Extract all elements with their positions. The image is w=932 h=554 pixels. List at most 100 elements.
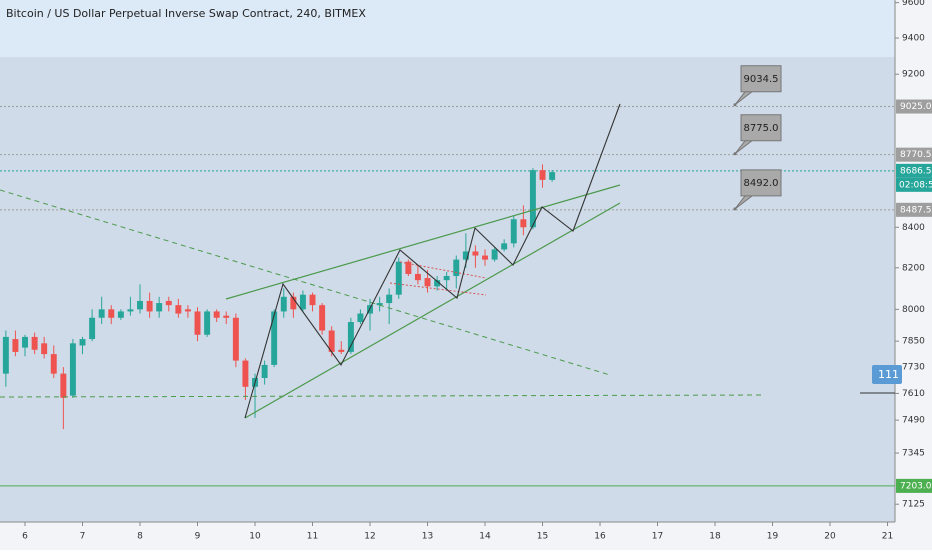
callout-label: 8492.0 [744,178,779,189]
candle-body [491,249,498,260]
candle-body [184,309,191,312]
y-tick-label: 7345 [902,449,925,459]
candle-body [204,311,211,335]
y-tick-label: 8200 [902,263,925,273]
candle-body [156,303,163,312]
candle-body [347,322,354,352]
candle-body [213,311,220,318]
candle-body [510,219,517,244]
y-tick-label: 8400 [902,223,925,233]
candle-body [434,280,441,287]
candle-body [117,311,124,318]
candle-body [69,343,76,396]
candle-body [482,255,488,260]
candle-body [462,251,469,260]
dashed-trendline [0,189,611,376]
price-badge [896,99,932,114]
y-axis-panel [895,0,932,550]
candle-body [2,336,9,374]
price-badge [896,202,932,217]
wedge-top [225,184,621,300]
price-badge-label: 8686.5 [900,166,932,176]
x-tick-label: 15 [537,532,548,542]
wedge-bottom [244,202,621,419]
y-tick-label: 9600 [902,0,925,8]
countdown-badge [896,177,932,192]
side-badge: 111 [872,365,902,384]
candle-body [501,243,508,250]
countdown: 02:08:52 [899,180,932,190]
x-tick-label: 20 [824,532,836,542]
candle-body [539,170,546,180]
candle-body [60,373,67,398]
candle-body [290,296,297,310]
chart-title: Bitcoin / US Dollar Perpetual Inverse Sw… [6,7,366,20]
x-tick-label: 19 [767,532,779,542]
candle-body [242,360,249,387]
candle-body [309,294,316,306]
x-tick-label: 8 [137,532,143,542]
candle-body [108,309,115,318]
candle-body [472,251,479,256]
price-badge [896,478,932,493]
candle-body [31,336,38,350]
x-tick-label: 17 [652,532,663,542]
candle-body [12,339,19,352]
candle-body [405,261,412,274]
candle-body [453,259,460,277]
price-badge [896,163,932,178]
candle-body [529,170,536,228]
x-axis-panel [0,522,895,550]
y-tick-label: 7125 [902,500,925,510]
candle-body [357,313,364,323]
candle-body [50,354,57,374]
x-tick-label: 10 [249,532,261,542]
candle-body [261,364,268,379]
candle-body [520,219,527,228]
candle-body [127,309,134,312]
x-tick-label: 21 [882,532,893,542]
candle-body [41,343,48,355]
y-tick-label: 9200 [902,70,925,80]
candle-body [223,315,230,318]
y-tick-label: 9400 [902,34,925,44]
candle-body [79,339,86,346]
candle-body [280,296,287,312]
candle-body [146,300,153,312]
candle-body [22,336,28,348]
callout-anchor [733,152,737,156]
callout-label: 9034.5 [744,74,779,85]
candle-body [175,305,182,314]
candle-body [299,294,306,310]
y-tick-label: 7490 [902,416,925,426]
candle-body [443,276,450,281]
price-badge-label: 8770.5 [900,150,932,160]
header-band [0,0,895,57]
y-tick-label: 8000 [902,305,925,315]
x-tick-label: 7 [80,532,86,542]
y-tick-label: 7610 [902,389,925,399]
candle-body [319,305,326,331]
x-tick-label: 18 [709,532,721,542]
callout-anchor [733,103,737,107]
x-tick-label: 13 [422,532,433,542]
flag-bottom [389,282,487,296]
candle-body [395,261,402,295]
zigzag [244,103,621,419]
candle-body [328,330,335,352]
candle-body [414,273,421,281]
drawings [0,103,895,419]
callout-label: 8775.0 [744,123,779,134]
side-badge-box [872,365,902,384]
x-tick-label: 16 [594,532,606,542]
price-badge-label: 8487.5 [900,205,932,215]
x-tick-label: 6 [22,532,28,542]
candle-body [165,300,172,306]
candle-body [549,172,556,180]
y-tick-label: 7850 [902,337,925,347]
candle-body [386,294,393,304]
candle-body [89,317,96,340]
candle-body [232,317,239,361]
